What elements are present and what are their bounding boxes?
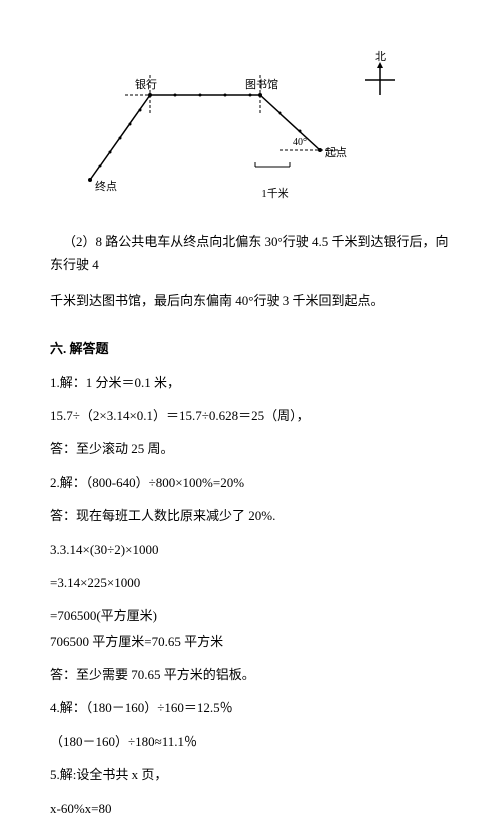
- label-start: 起点: [325, 146, 347, 159]
- answer-3-line2: =3.14×225×1000: [50, 571, 450, 594]
- scale-bar: 1千米: [250, 157, 300, 205]
- answer-3-line5: 答：至少需要 70.65 平方米的铝板。: [50, 663, 450, 686]
- answer-1-line2: 15.7÷（2×3.14×0.1）＝15.7÷0.628＝25（周），: [50, 404, 450, 427]
- scale-label: 1千米: [250, 185, 300, 205]
- answer-3-line3: =706500(平方厘米): [50, 604, 450, 627]
- label-library: 图书馆: [245, 77, 278, 91]
- section-6-title: 六. 解答题: [50, 337, 450, 360]
- answer-3-line4: 706500 平方厘米=70.65 平方米: [50, 630, 450, 653]
- question-2-line2: 千米到达图书馆，最后向东偏南 40°行驶 3 千米回到起点。: [50, 289, 450, 312]
- route-diagram: 银行 图书馆 终点 起点 40° 北 1千米: [50, 40, 450, 210]
- compass: 北: [360, 50, 400, 107]
- label-angle: 40°: [293, 137, 307, 148]
- question-2-line1: （2）8 路公共电车从终点向北偏东 30°行驶 4.5 千米到达银行后，向东行驶…: [50, 230, 450, 277]
- answer-4-line2: （180－160）÷180≈11.1％: [50, 730, 450, 753]
- answer-3-line1: 3.3.14×(30÷2)×1000: [50, 538, 450, 561]
- label-end: 终点: [95, 179, 117, 193]
- answer-2-line2: 答：现在每班工人数比原来减少了 20%.: [50, 504, 450, 527]
- answer-2-line1: 2.解：（800-640）÷800×100%=20%: [50, 471, 450, 494]
- answer-4-line1: 4.解：（180－160）÷160＝12.5％: [50, 696, 450, 719]
- answer-1-line3: 答：至少滚动 25 周。: [50, 437, 450, 460]
- answer-5-line2: x-60%x=80: [50, 797, 450, 820]
- label-bank: 银行: [135, 77, 157, 91]
- answer-5-line1: 5.解:设全书共 x 页，: [50, 763, 450, 786]
- answer-1-line1: 1.解：1 分米＝0.1 米，: [50, 371, 450, 394]
- compass-north: 北: [375, 50, 386, 63]
